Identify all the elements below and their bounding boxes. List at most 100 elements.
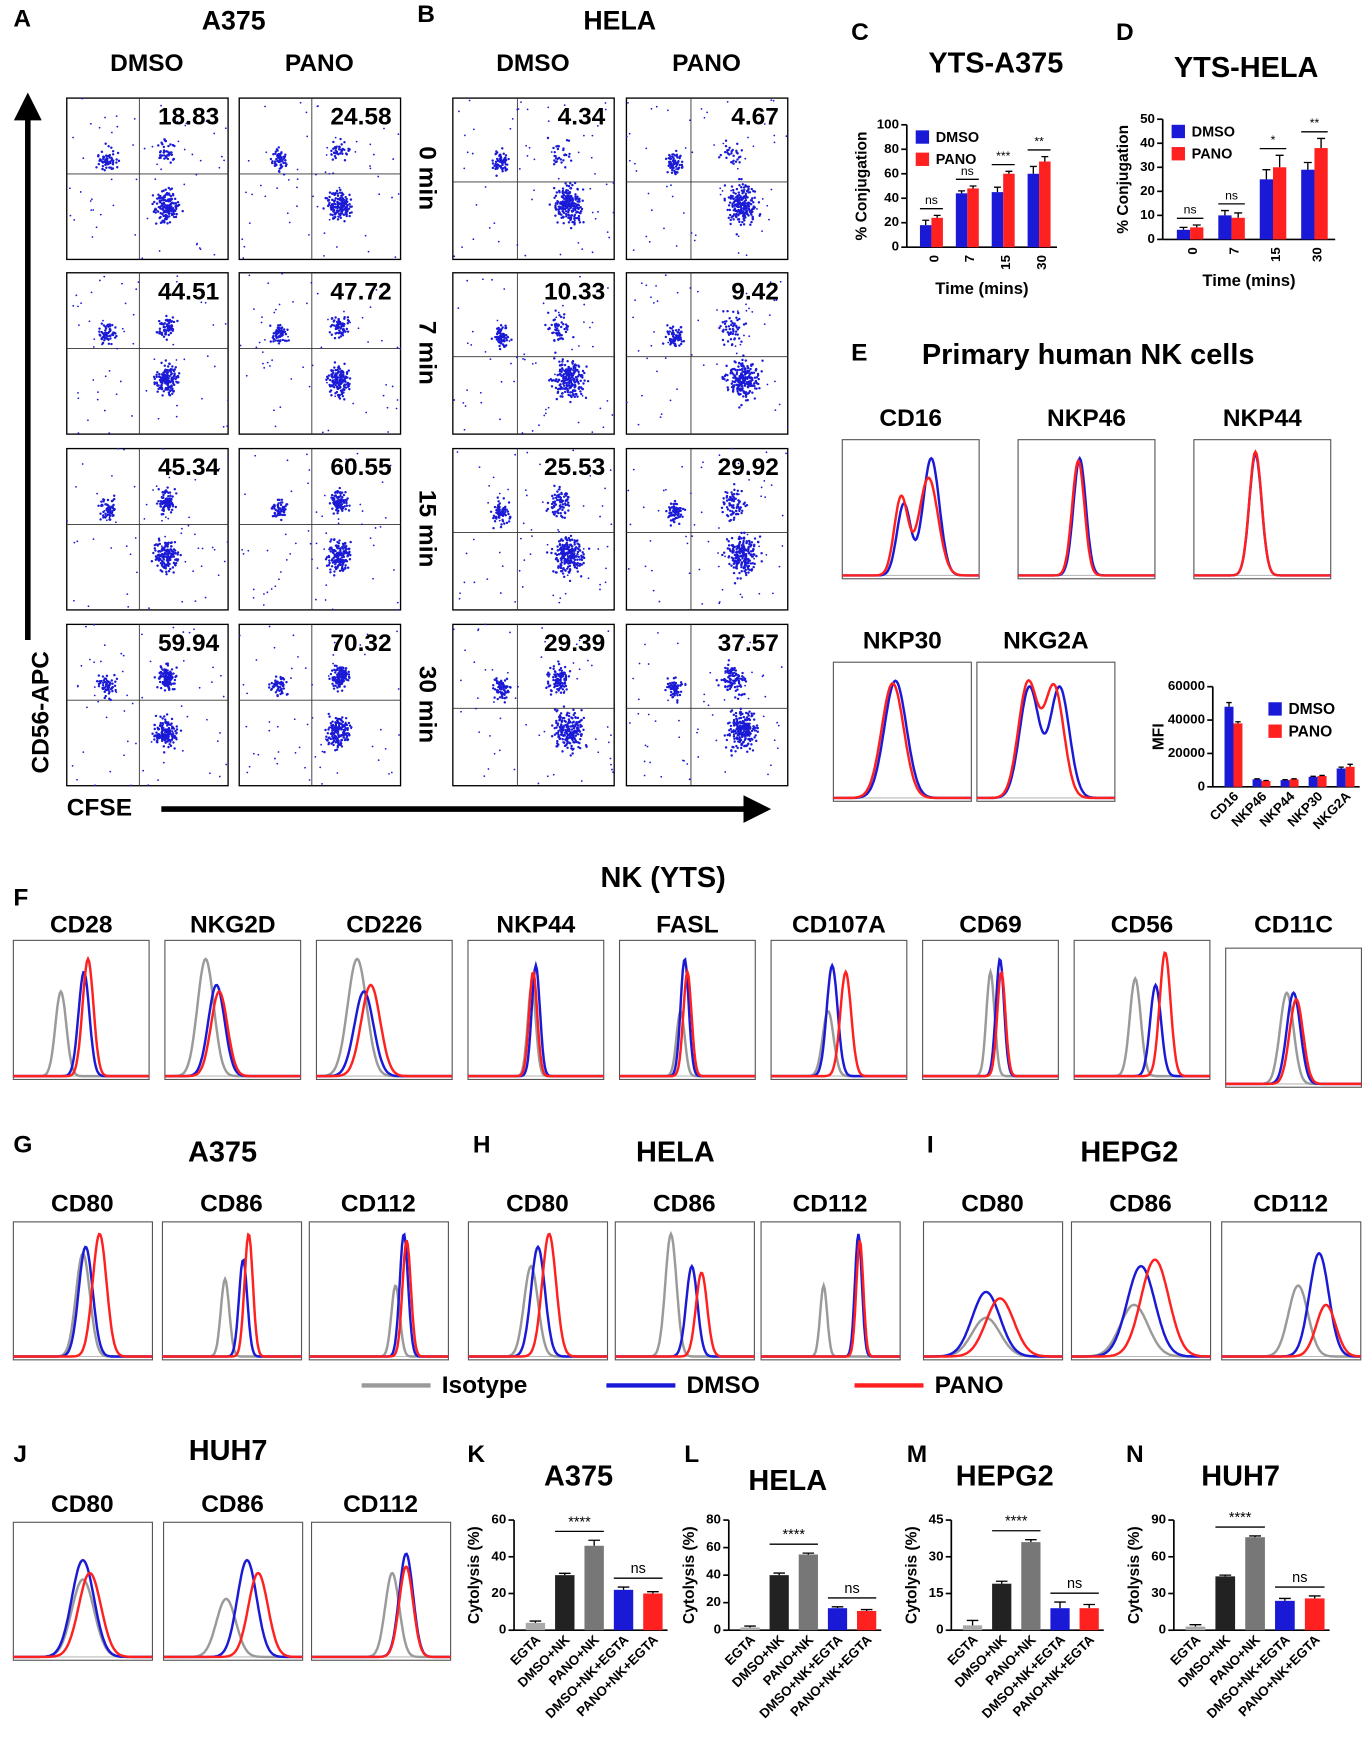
event-dot — [391, 196, 393, 199]
event-dot — [164, 318, 168, 322]
event-dot — [108, 516, 111, 519]
event-dot — [333, 668, 336, 672]
event-dot — [650, 296, 652, 299]
event-dot — [567, 209, 570, 212]
event-dot — [553, 484, 556, 488]
panel-label: G — [13, 1132, 32, 1159]
event-dot — [564, 330, 568, 334]
event-dot — [740, 203, 744, 207]
event-dot — [348, 211, 352, 215]
event-dot — [766, 204, 769, 207]
event-dot — [573, 366, 577, 369]
event-dot — [558, 360, 561, 363]
event-dot — [150, 560, 154, 563]
event-dot — [498, 505, 501, 509]
event-dot — [333, 570, 336, 573]
event-dot — [268, 729, 271, 732]
event-dot — [673, 342, 677, 346]
event-dot — [656, 370, 658, 373]
event-dot — [525, 494, 528, 497]
event-dot — [167, 144, 170, 148]
event-dot — [749, 223, 752, 226]
event-dot — [582, 547, 585, 550]
event-dot — [77, 432, 80, 434]
event-dot — [339, 372, 343, 375]
event-dot — [133, 485, 136, 488]
event-dot — [331, 682, 334, 686]
event-dot — [270, 588, 273, 590]
event-dot — [277, 152, 280, 156]
event-dot — [252, 596, 255, 599]
event-dot — [160, 559, 164, 563]
event-dot — [103, 509, 106, 512]
event-dot — [153, 547, 157, 550]
event-dot — [159, 154, 162, 157]
event-dot — [533, 189, 535, 192]
event-dot — [549, 377, 553, 381]
event-dot — [341, 495, 344, 499]
event-dot — [345, 498, 348, 502]
event-dot — [554, 496, 557, 499]
event-dot — [108, 697, 111, 700]
event-dot — [245, 374, 248, 377]
event-dot — [554, 309, 557, 312]
event-dot — [276, 339, 280, 342]
event-dot — [168, 680, 171, 683]
event-dot — [158, 250, 161, 252]
event-dot — [573, 543, 576, 546]
event-dot — [551, 510, 555, 514]
event-dot — [574, 207, 577, 210]
event-dot — [565, 202, 568, 206]
event-dot — [184, 560, 187, 563]
event-dot — [581, 188, 585, 191]
event-dot — [173, 747, 176, 750]
event-dot — [135, 178, 138, 181]
event-dot — [567, 501, 570, 504]
event-dot — [541, 501, 544, 504]
event-dot — [311, 558, 313, 561]
event-dot — [97, 391, 99, 394]
event-dot — [325, 378, 328, 382]
event-dot — [678, 156, 681, 160]
event-dot — [280, 688, 283, 692]
event-dot — [241, 548, 244, 551]
event-dot — [92, 209, 95, 211]
event-dot — [745, 254, 748, 257]
event-dot — [564, 375, 567, 379]
event-dot — [576, 395, 579, 398]
event-dot — [345, 197, 348, 201]
event-dot — [328, 677, 331, 681]
event-dot — [327, 374, 331, 377]
event-dot — [498, 331, 502, 334]
event-dot — [110, 146, 113, 149]
event-dot — [168, 476, 171, 479]
event-dot — [163, 195, 167, 199]
event-dot — [327, 728, 330, 731]
event-dot — [98, 327, 101, 330]
event-dot — [357, 327, 360, 330]
event-dot — [571, 183, 574, 187]
event-dot — [171, 365, 174, 368]
event-dot — [262, 604, 265, 606]
event-dot — [324, 558, 328, 561]
event-dot — [561, 508, 564, 512]
event-dot — [682, 340, 686, 343]
event-dot — [336, 511, 339, 515]
event-dot — [738, 161, 741, 164]
event-dot — [266, 361, 269, 364]
event-dot — [577, 151, 580, 154]
event-dot — [497, 500, 500, 503]
event-dot — [305, 111, 308, 114]
event-dot — [333, 199, 336, 202]
event-dot — [73, 541, 76, 544]
event-dot — [336, 194, 340, 198]
event-dot — [212, 324, 215, 326]
event-dot — [332, 550, 335, 553]
event-dot — [632, 316, 634, 319]
event-dot — [341, 191, 343, 194]
event-dot — [181, 527, 183, 530]
event-dot — [175, 737, 178, 741]
event-dot — [576, 558, 579, 561]
event-dot — [344, 559, 348, 562]
event-dot — [169, 161, 172, 164]
